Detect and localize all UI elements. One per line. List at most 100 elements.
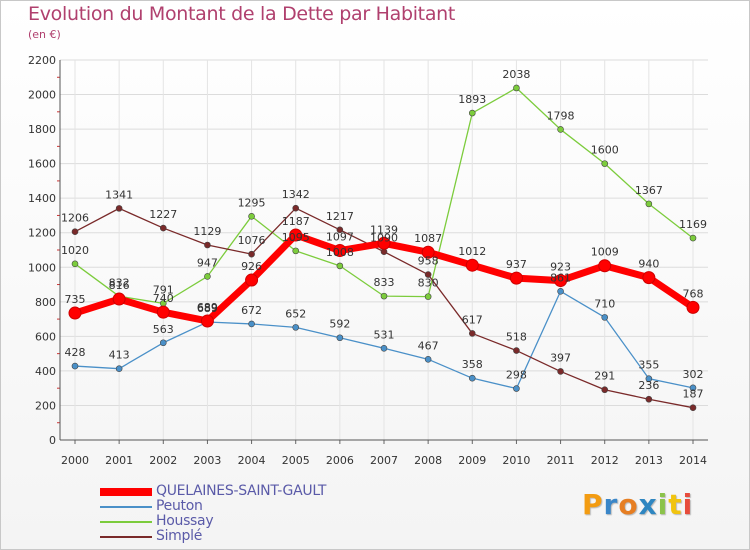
- x-tick-label: 2008: [414, 454, 442, 467]
- data-label-simpl: 1341: [105, 188, 133, 201]
- data-label-houssay: 1367: [635, 184, 663, 197]
- data-label-houssay: 833: [374, 276, 395, 289]
- x-tick-label: 2013: [635, 454, 663, 467]
- x-tick-label: 2009: [458, 454, 486, 467]
- data-label-houssay: 947: [197, 256, 218, 269]
- data-label-quelaines-saint-gault: 689: [197, 301, 218, 314]
- y-tick-label: 1800: [28, 123, 56, 136]
- data-label-peuton: 861: [550, 271, 571, 284]
- data-point-houssay: [204, 273, 211, 280]
- chart-title: Evolution du Montant de la Dette par Hab…: [28, 3, 456, 25]
- data-label-simpl: 617: [462, 313, 483, 326]
- legend-swatch: [100, 488, 152, 496]
- data-label-quelaines-saint-gault: 1139: [370, 223, 398, 236]
- data-point-peuton: [689, 384, 697, 392]
- data-label-houssay: 1169: [679, 218, 707, 231]
- y-tick-label: 800: [35, 296, 56, 309]
- data-point-simpl: [424, 271, 432, 278]
- data-point-peuton: [336, 334, 344, 342]
- data-point-simpl: [115, 205, 123, 212]
- data-point-quelaines-saint-gault: [245, 273, 259, 287]
- x-tick-label: 2003: [193, 454, 221, 467]
- y-tick-label: 1200: [28, 227, 56, 240]
- legend-label: Simplé: [156, 528, 203, 544]
- data-label-quelaines-saint-gault: 1087: [414, 232, 442, 245]
- data-point-houssay: [645, 200, 653, 208]
- data-point-quelaines-saint-gault: [509, 271, 523, 285]
- data-label-simpl: 1129: [193, 225, 221, 238]
- data-point-houssay: [71, 260, 79, 268]
- data-point-simpl: [557, 368, 564, 375]
- x-tick-label: 2002: [149, 454, 177, 467]
- data-label-simpl: 958: [418, 255, 439, 268]
- data-label-peuton: 358: [462, 358, 483, 371]
- data-label-peuton: 710: [594, 297, 615, 310]
- x-tick-label: 2007: [370, 454, 398, 467]
- data-point-houssay: [248, 213, 255, 220]
- data-point-quelaines-saint-gault: [200, 314, 214, 328]
- data-label-simpl: 1342: [282, 188, 310, 201]
- data-point-houssay: [513, 84, 520, 92]
- data-point-simpl: [248, 250, 255, 258]
- data-point-quelaines-saint-gault: [421, 245, 435, 259]
- legend-label: Houssay: [156, 513, 214, 529]
- data-label-houssay: 1008: [326, 246, 354, 259]
- data-point-peuton: [380, 344, 388, 352]
- y-tick-label: 2200: [28, 54, 56, 67]
- data-point-peuton: [468, 374, 476, 382]
- data-point-quelaines-saint-gault: [333, 244, 347, 258]
- data-label-quelaines-saint-gault: 1097: [326, 231, 354, 244]
- legend-label: Peuton: [156, 498, 203, 514]
- data-point-quelaines-saint-gault: [112, 292, 126, 306]
- data-label-peuton: 652: [285, 307, 306, 320]
- data-label-peuton: 672: [241, 304, 262, 317]
- data-label-houssay: 1600: [591, 144, 619, 157]
- data-label-houssay: 1295: [238, 196, 266, 209]
- data-label-quelaines-saint-gault: 1009: [591, 246, 619, 259]
- data-label-quelaines-saint-gault: 1187: [282, 215, 310, 228]
- data-label-simpl: 291: [594, 370, 615, 383]
- data-label-quelaines-saint-gault: 940: [638, 258, 659, 271]
- data-label-peuton: 689: [197, 302, 218, 315]
- proxiti-logo: Proxiti: [582, 488, 694, 521]
- data-label-peuton: 302: [683, 368, 704, 381]
- data-label-simpl: 1090: [370, 232, 398, 245]
- data-label-simpl: 187: [683, 388, 704, 401]
- legend-swatch: [100, 521, 152, 523]
- data-point-quelaines-saint-gault: [642, 271, 656, 285]
- data-point-peuton: [115, 365, 123, 372]
- data-label-quelaines-saint-gault: 816: [109, 279, 130, 292]
- data-point-houssay: [468, 109, 476, 117]
- data-point-houssay: [601, 160, 609, 167]
- x-tick-label: 2001: [105, 454, 133, 467]
- y-tick-label: 1400: [28, 192, 56, 205]
- y-tick-label: 600: [35, 330, 56, 343]
- data-point-peuton: [513, 385, 520, 392]
- data-label-simpl: 1227: [149, 208, 177, 221]
- data-point-quelaines-saint-gault: [554, 274, 568, 288]
- data-label-quelaines-saint-gault: 740: [153, 292, 174, 305]
- x-tick-label: 2014: [679, 454, 707, 467]
- x-tick-label: 2006: [326, 454, 354, 467]
- data-label-quelaines-saint-gault: 735: [65, 293, 86, 306]
- data-label-quelaines-saint-gault: 923: [550, 261, 571, 274]
- data-point-houssay: [557, 126, 564, 133]
- y-tick-label: 2000: [28, 89, 56, 102]
- data-point-houssay: [380, 292, 388, 300]
- data-point-simpl: [645, 395, 653, 403]
- data-point-simpl: [601, 386, 609, 394]
- data-point-peuton: [424, 356, 432, 363]
- data-label-houssay: 1020: [61, 244, 89, 257]
- x-tick-label: 2004: [238, 454, 266, 467]
- data-label-quelaines-saint-gault: 937: [506, 258, 527, 271]
- data-point-houssay: [336, 262, 344, 270]
- data-point-peuton: [159, 339, 167, 347]
- data-label-houssay: 1893: [458, 93, 486, 106]
- data-point-simpl: [336, 226, 344, 234]
- data-label-quelaines-saint-gault: 768: [683, 287, 704, 300]
- data-point-simpl: [71, 228, 79, 235]
- data-point-quelaines-saint-gault: [465, 258, 479, 272]
- data-point-quelaines-saint-gault: [598, 259, 612, 273]
